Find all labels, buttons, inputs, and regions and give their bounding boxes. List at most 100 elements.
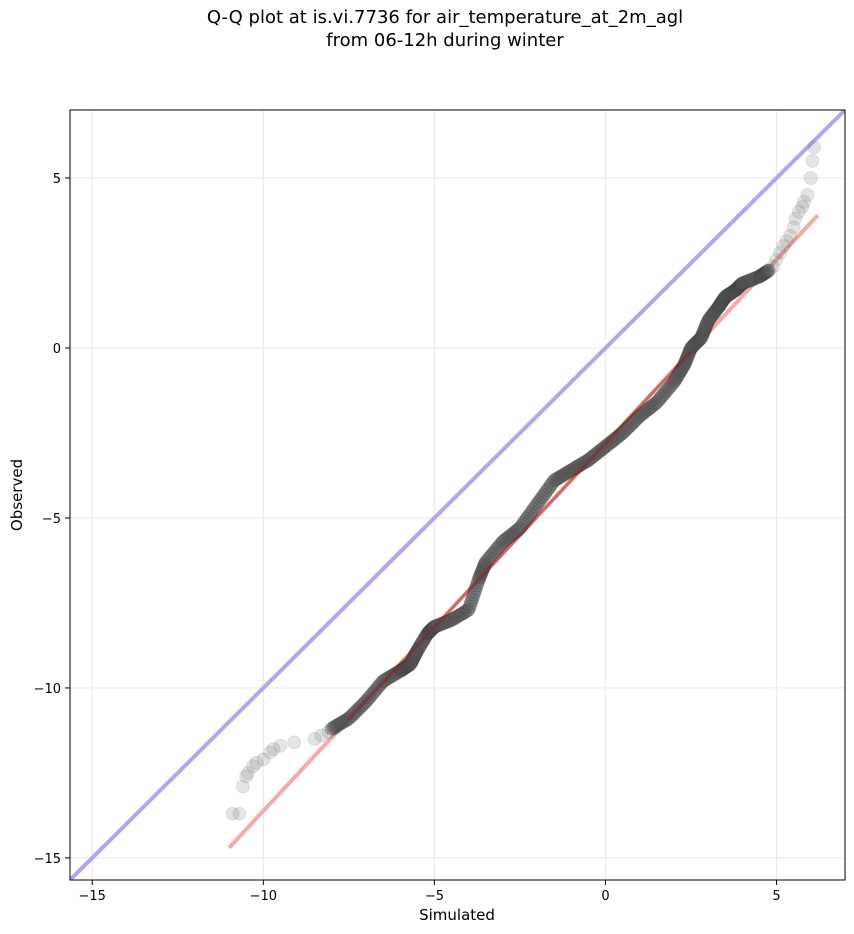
- data-point: [564, 463, 579, 478]
- data-point: [401, 658, 416, 673]
- data-point: [689, 335, 704, 350]
- data-point: [421, 625, 436, 640]
- data-point: [398, 660, 413, 675]
- data-point: [747, 271, 762, 286]
- data-point: [695, 327, 710, 342]
- data-point: [516, 516, 531, 531]
- data-point: [712, 299, 727, 314]
- x-tick-label: −10: [250, 889, 277, 904]
- data-point: [266, 742, 281, 757]
- data-point: [581, 453, 596, 468]
- data-point: [324, 721, 339, 736]
- data-point: [608, 431, 623, 446]
- data-point: [567, 461, 582, 476]
- x-axis-label: Simulated: [419, 906, 495, 924]
- data-point: [488, 542, 503, 557]
- data-point: [559, 466, 574, 481]
- data-point: [246, 759, 261, 774]
- data-point: [420, 626, 435, 641]
- data-point: [524, 504, 539, 519]
- data-point: [732, 279, 747, 294]
- data-point: [800, 187, 815, 202]
- data-point: [766, 259, 781, 274]
- data-point: [487, 544, 502, 559]
- data-point: [432, 617, 447, 632]
- data-point: [694, 330, 709, 345]
- data-point: [341, 711, 356, 726]
- data-point: [807, 140, 822, 155]
- data-point: [706, 306, 721, 321]
- data-point: [545, 475, 560, 490]
- data-point: [696, 325, 711, 340]
- data-point: [474, 565, 489, 580]
- data-point: [406, 650, 421, 665]
- data-point: [321, 725, 336, 740]
- data-point: [540, 483, 555, 498]
- data-point: [426, 620, 441, 635]
- data-point: [414, 636, 429, 651]
- data-point: [565, 462, 580, 477]
- data-point: [605, 434, 620, 449]
- data-point: [572, 458, 587, 473]
- data-point: [526, 502, 541, 517]
- data-point: [791, 204, 806, 219]
- data-point: [519, 511, 534, 526]
- data-point: [704, 309, 719, 324]
- data-point: [404, 655, 419, 670]
- data-point: [548, 472, 563, 487]
- data-point: [340, 712, 355, 727]
- data-point: [444, 612, 459, 627]
- data-point: [672, 366, 687, 381]
- data-point: [735, 276, 750, 291]
- data-point: [622, 419, 637, 434]
- data-point: [456, 605, 471, 620]
- data-point: [589, 446, 604, 461]
- data-point: [379, 672, 394, 687]
- data-point: [722, 287, 737, 302]
- data-point: [497, 533, 512, 548]
- data-point: [350, 703, 365, 718]
- data-point: [752, 269, 767, 284]
- y-tick-label: −15: [34, 852, 61, 867]
- data-point: [583, 451, 598, 466]
- data-point: [391, 664, 406, 679]
- data-point: [712, 298, 727, 313]
- data-point: [331, 717, 346, 732]
- data-point: [514, 518, 529, 533]
- data-point: [483, 549, 498, 564]
- data-point: [740, 274, 755, 289]
- y-tick-label: 5: [53, 172, 61, 187]
- data-point: [499, 532, 514, 547]
- data-point: [555, 468, 570, 483]
- data-point: [654, 389, 669, 404]
- data-point: [273, 738, 288, 753]
- data-point: [730, 281, 745, 296]
- data-point: [467, 584, 482, 599]
- data-point: [446, 611, 461, 626]
- data-point: [472, 570, 487, 585]
- data-point: [329, 718, 344, 733]
- data-point: [353, 699, 368, 714]
- data-point: [427, 619, 442, 634]
- data-point: [729, 282, 744, 297]
- data-point: [543, 478, 558, 493]
- data-point: [653, 391, 668, 406]
- data-point: [685, 339, 700, 354]
- data-point: [480, 553, 495, 568]
- data-point: [478, 556, 493, 571]
- data-point: [666, 374, 681, 389]
- data-point: [779, 233, 794, 248]
- data-point: [533, 492, 548, 507]
- data-point: [749, 270, 764, 285]
- data-point: [384, 669, 399, 684]
- data-point: [607, 432, 622, 447]
- y-tick-label: −5: [42, 512, 61, 527]
- grid: [70, 110, 845, 880]
- data-point: [677, 357, 692, 372]
- data-point: [651, 393, 666, 408]
- fit-line-overlay: [347, 350, 693, 721]
- data-point: [788, 211, 803, 226]
- data-point: [468, 581, 483, 596]
- data-point: [569, 460, 584, 475]
- data-point: [449, 609, 464, 624]
